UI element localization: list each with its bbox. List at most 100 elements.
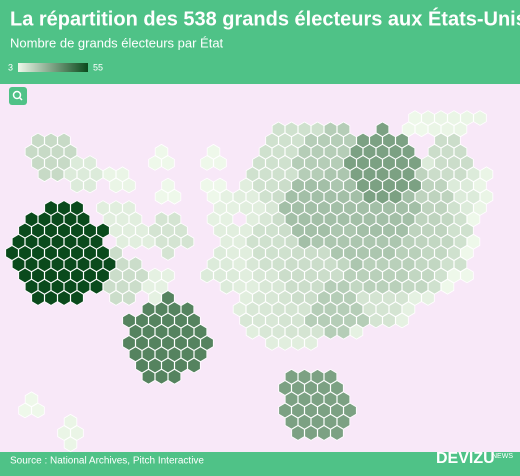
hex	[310, 121, 325, 138]
hex	[284, 121, 299, 138]
hex	[44, 132, 58, 149]
hex	[265, 335, 279, 351]
hex	[369, 312, 383, 329]
hex	[284, 166, 299, 183]
hex	[109, 200, 123, 216]
hex	[57, 200, 71, 216]
hex	[284, 368, 299, 385]
hex	[304, 425, 318, 441]
hex	[141, 368, 156, 385]
hex	[187, 357, 201, 374]
brand-suffix: NEWS	[492, 453, 513, 460]
hex	[63, 413, 78, 430]
hex	[460, 267, 474, 284]
hex	[336, 323, 351, 340]
hex	[50, 166, 65, 183]
hex	[83, 155, 97, 171]
hex	[466, 211, 481, 228]
hex	[440, 278, 455, 295]
hex	[239, 177, 253, 194]
hex	[141, 233, 156, 250]
chart-title: La répartition des 538 grands électeurs …	[10, 7, 520, 30]
hex-layer	[5, 110, 494, 453]
hex	[297, 368, 312, 385]
hex	[239, 222, 253, 239]
hex	[440, 121, 455, 138]
hex	[219, 278, 234, 295]
hex	[31, 132, 45, 149]
hex	[304, 335, 318, 351]
hex	[200, 267, 214, 284]
hex	[37, 166, 52, 183]
hex	[57, 290, 71, 306]
hex	[122, 290, 136, 306]
hex	[401, 121, 416, 138]
hex	[453, 121, 468, 138]
hex	[122, 177, 136, 194]
hex	[31, 290, 45, 306]
hex	[323, 323, 338, 340]
hex	[343, 402, 357, 419]
hex	[200, 155, 214, 171]
hex	[102, 166, 117, 183]
hex	[167, 211, 182, 228]
hex	[414, 121, 429, 138]
hex	[375, 121, 390, 138]
hex	[330, 425, 344, 441]
hex	[89, 278, 104, 295]
brand: DEVIZU	[436, 450, 495, 467]
hex	[226, 245, 240, 261]
hex	[148, 290, 162, 306]
hex	[161, 155, 175, 171]
hex	[96, 200, 110, 216]
hex	[154, 211, 169, 228]
hex	[317, 425, 331, 441]
hex	[291, 425, 305, 441]
hex	[336, 121, 351, 138]
hex	[128, 211, 143, 228]
hex	[161, 245, 175, 261]
hex	[70, 155, 84, 171]
hex	[291, 335, 305, 351]
hex	[5, 245, 19, 261]
hex	[70, 290, 84, 306]
subtitle: Nombre de grands électeurs par État	[10, 35, 224, 50]
hex	[200, 335, 214, 351]
hex	[44, 200, 58, 216]
hex	[297, 121, 312, 138]
hex	[323, 368, 338, 385]
hex	[245, 323, 260, 340]
hex	[109, 290, 123, 306]
hex	[206, 211, 221, 228]
hex	[200, 177, 214, 194]
hex	[473, 110, 487, 126]
hex	[479, 166, 494, 183]
hex	[421, 155, 435, 171]
hex	[115, 233, 130, 250]
hex	[349, 323, 364, 340]
hex	[180, 233, 195, 250]
legend-max: 55	[93, 62, 103, 72]
hex	[356, 132, 370, 149]
hex	[323, 121, 338, 138]
hex	[154, 368, 169, 385]
zoom-button[interactable]	[9, 87, 27, 105]
hex	[24, 391, 39, 408]
hex	[278, 335, 292, 351]
source: Source : National Archives, Pitch Intera…	[10, 456, 204, 467]
hex	[232, 301, 247, 318]
hex	[24, 211, 39, 228]
hex	[330, 267, 344, 284]
hex	[70, 200, 84, 216]
hex	[395, 312, 409, 329]
legend-gradient	[18, 63, 88, 72]
hex	[167, 368, 182, 385]
hex	[310, 368, 325, 385]
hex	[122, 312, 136, 329]
hex	[382, 312, 396, 329]
hex	[63, 436, 78, 453]
hex	[44, 290, 58, 306]
hex	[278, 402, 292, 419]
